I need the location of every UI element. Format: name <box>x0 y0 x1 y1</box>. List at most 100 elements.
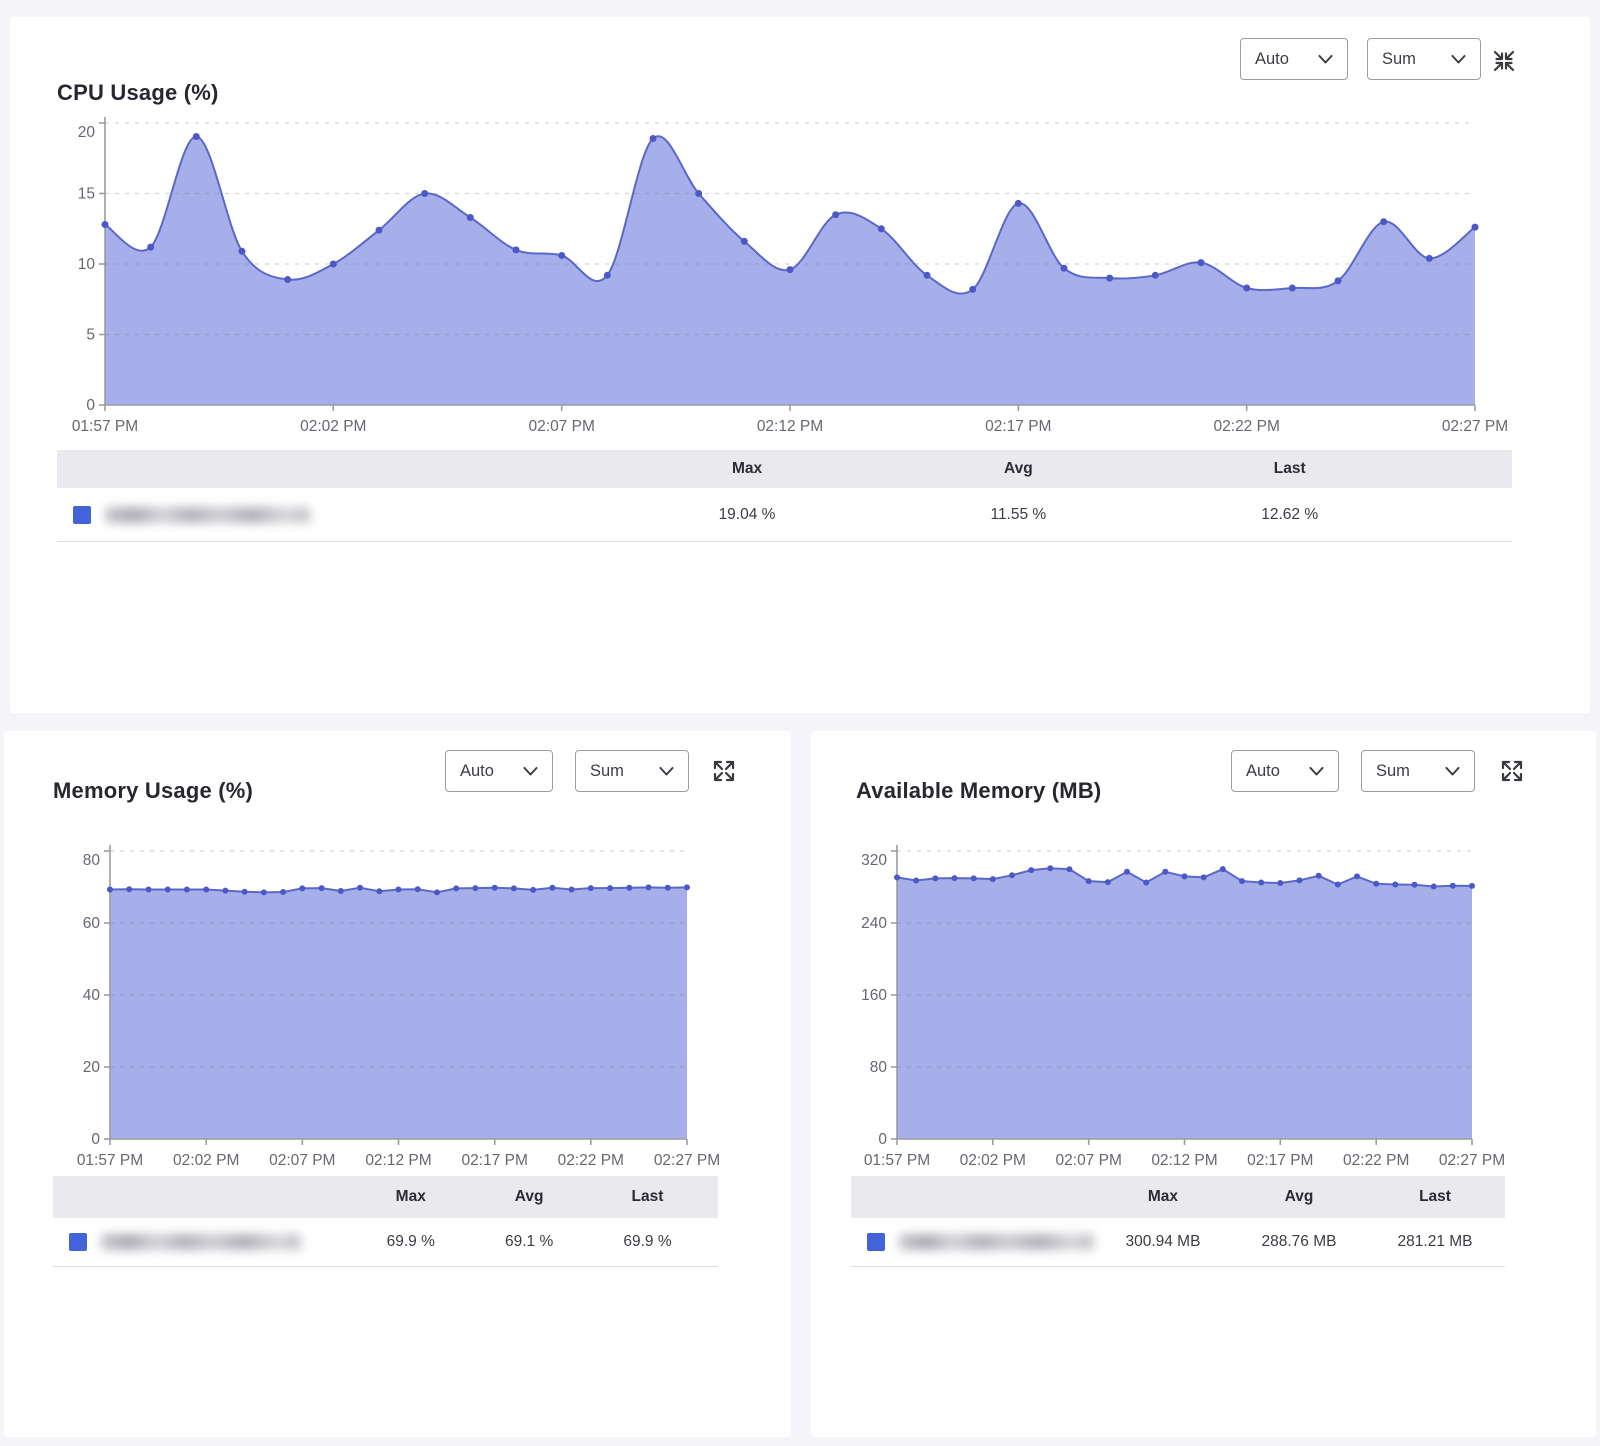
panel-cpu-usage: CPU Usage (%) Auto Sum 0 5 10 15 20 01:57 PM 0… <box>10 17 1590 713</box>
svg-text:01:57 PM: 01:57 PM <box>864 1152 930 1169</box>
expand-button[interactable] <box>1500 759 1524 783</box>
max-value: 19.04 % <box>718 505 776 523</box>
last-column-header: Last <box>631 1188 664 1205</box>
chevron-down-icon <box>1309 766 1324 775</box>
chevron-down-icon <box>1451 54 1466 63</box>
cpu-usage-area-chart[interactable]: 0 5 10 15 20 01:57 PM 02:02 PM 02:07 PM 02:12 PM… <box>40 112 1540 442</box>
interval-select-value: Auto <box>1255 49 1289 68</box>
svg-text:0: 0 <box>86 397 95 414</box>
interval-select[interactable]: Auto <box>1231 750 1339 792</box>
stats-table: Max Avg Last 69.9 % 69.1 % 69.9 % <box>53 1176 718 1267</box>
series-name-redacted <box>105 506 310 523</box>
chevron-down-icon <box>523 766 538 775</box>
memory-usage-area-chart[interactable]: 0 20 40 60 80 01:57 PM 02:02 PM 02:07 PM 02:12 P… <box>34 821 754 1173</box>
svg-text:02:22 PM: 02:22 PM <box>1214 418 1280 435</box>
avg-value: 11.55 % <box>990 505 1047 523</box>
svg-text:02:07 PM: 02:07 PM <box>269 1152 335 1169</box>
svg-text:240: 240 <box>861 915 887 932</box>
stats-table-header: Max Avg Last <box>57 450 1512 488</box>
aggregation-select-value: Sum <box>1376 761 1410 780</box>
legend-swatch <box>73 505 91 524</box>
collapse-button[interactable] <box>1492 49 1516 73</box>
svg-text:02:02 PM: 02:02 PM <box>300 418 366 435</box>
svg-text:02:02 PM: 02:02 PM <box>960 1152 1026 1169</box>
max-value: 300.94 MB <box>1125 1233 1201 1250</box>
aggregation-select[interactable]: Sum <box>575 750 689 792</box>
svg-text:01:57 PM: 01:57 PM <box>72 418 138 435</box>
aggregation-select[interactable]: Sum <box>1367 38 1481 80</box>
svg-text:20: 20 <box>78 124 96 141</box>
expand-button[interactable] <box>712 759 736 783</box>
page-title: CPU Usage (%) <box>57 80 219 106</box>
interval-select-value: Auto <box>460 761 494 780</box>
interval-select[interactable]: Auto <box>1240 38 1348 80</box>
svg-text:02:27 PM: 02:27 PM <box>654 1152 720 1169</box>
svg-text:02:27 PM: 02:27 PM <box>1442 418 1508 435</box>
svg-text:02:22 PM: 02:22 PM <box>558 1152 624 1169</box>
svg-text:02:02 PM: 02:02 PM <box>173 1152 239 1169</box>
legend-swatch <box>69 1233 87 1251</box>
aggregation-select-value: Sum <box>590 761 624 780</box>
avg-value: 69.1 % <box>504 1233 554 1250</box>
last-value: 12.62 % <box>1261 505 1319 523</box>
svg-text:0: 0 <box>878 1131 887 1148</box>
svg-text:10: 10 <box>78 256 96 273</box>
avg-column-header: Avg <box>514 1188 544 1205</box>
svg-text:02:17 PM: 02:17 PM <box>985 418 1051 435</box>
max-column-header: Max <box>731 460 763 477</box>
last-value: 69.9 % <box>623 1233 672 1250</box>
panel-memory-usage: Memory Usage (%) Auto Sum 0 20 40 60 80 01:57… <box>4 731 791 1437</box>
avg-column-header: Avg <box>1004 460 1033 477</box>
svg-text:02:22 PM: 02:22 PM <box>1343 1152 1409 1169</box>
interval-select[interactable]: Auto <box>445 750 553 792</box>
series-name-redacted <box>101 1234 301 1250</box>
table-row[interactable]: 19.04 % 11.55 % 12.62 % <box>57 488 1512 542</box>
max-column-header: Max <box>395 1188 426 1205</box>
svg-text:160: 160 <box>861 987 887 1004</box>
stats-table: Max Avg Last 300.94 MB 288.76 MB 281.21 … <box>851 1176 1505 1267</box>
svg-text:320: 320 <box>861 852 887 869</box>
page-title: Memory Usage (%) <box>53 778 254 804</box>
svg-text:02:17 PM: 02:17 PM <box>1247 1152 1313 1169</box>
chevron-down-icon <box>659 766 674 775</box>
interval-select-value: Auto <box>1246 761 1280 780</box>
svg-text:60: 60 <box>83 915 101 932</box>
chevron-down-icon <box>1318 54 1333 63</box>
svg-text:01:57 PM: 01:57 PM <box>77 1152 143 1169</box>
last-column-header: Last <box>1273 460 1306 477</box>
svg-text:02:07 PM: 02:07 PM <box>1056 1152 1122 1169</box>
legend-swatch <box>867 1233 885 1251</box>
aggregation-select[interactable]: Sum <box>1361 750 1475 792</box>
series-name-redacted <box>899 1234 1094 1250</box>
chevron-down-icon <box>1445 766 1460 775</box>
last-value: 281.21 MB <box>1397 1233 1473 1250</box>
expand-icon <box>713 760 735 782</box>
table-row[interactable]: 300.94 MB 288.76 MB 281.21 MB <box>851 1218 1505 1267</box>
svg-text:0: 0 <box>91 1131 100 1148</box>
stats-table-header: Max Avg Last <box>53 1176 718 1218</box>
svg-text:02:17 PM: 02:17 PM <box>462 1152 528 1169</box>
table-row[interactable]: 69.9 % 69.1 % 69.9 % <box>53 1218 718 1267</box>
svg-text:20: 20 <box>83 1059 101 1076</box>
available-memory-area-chart[interactable]: 0 80 160 240 320 01:57 PM 02:02 PM 02:07 PM 02:1… <box>837 821 1577 1173</box>
svg-text:02:07 PM: 02:07 PM <box>529 418 595 435</box>
expand-icon <box>1501 760 1523 782</box>
svg-text:80: 80 <box>83 852 101 869</box>
svg-text:40: 40 <box>83 987 101 1004</box>
aggregation-select-value: Sum <box>1382 49 1416 68</box>
stats-table: Max Avg Last 19.04 % 11.55 % 12.62 % <box>57 450 1512 542</box>
svg-text:15: 15 <box>78 186 95 203</box>
max-column-header: Max <box>1147 1188 1179 1205</box>
svg-text:02:12 PM: 02:12 PM <box>1151 1152 1217 1169</box>
panel-available-memory: Available Memory (MB) Auto Sum 0 80 160 240… <box>811 731 1596 1437</box>
svg-text:5: 5 <box>86 327 95 344</box>
avg-value: 288.76 MB <box>1261 1233 1337 1250</box>
svg-text:02:27 PM: 02:27 PM <box>1439 1152 1505 1169</box>
max-value: 69.9 % <box>386 1233 435 1250</box>
last-column-header: Last <box>1419 1188 1451 1205</box>
stats-table-header: Max Avg Last <box>851 1176 1505 1218</box>
page-title: Available Memory (MB) <box>856 778 1102 804</box>
collapse-icon <box>1493 50 1515 72</box>
svg-text:02:12 PM: 02:12 PM <box>365 1152 431 1169</box>
avg-column-header: Avg <box>1284 1188 1314 1205</box>
